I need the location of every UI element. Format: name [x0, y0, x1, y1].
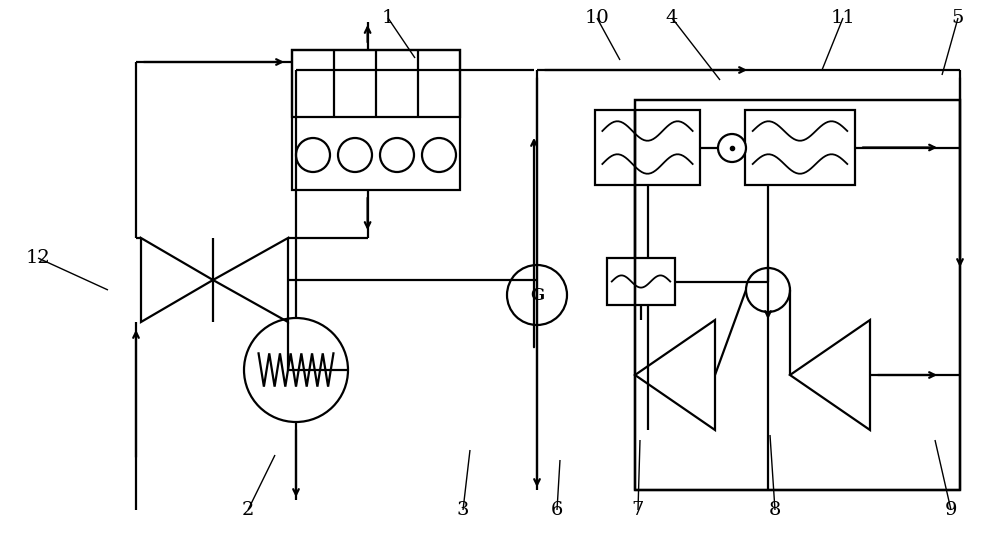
Text: 1: 1 — [382, 9, 394, 27]
Bar — [595, 110, 700, 185]
Bar — [292, 50, 460, 117]
Bar — [635, 100, 960, 490]
Text: 7: 7 — [632, 501, 644, 519]
Bar — [292, 50, 460, 190]
Text: 3: 3 — [457, 501, 469, 519]
Text: 12: 12 — [26, 249, 50, 267]
Circle shape — [746, 268, 790, 312]
Bar — [607, 258, 675, 305]
Text: 11: 11 — [831, 9, 855, 27]
Text: 5: 5 — [952, 9, 964, 27]
Circle shape — [507, 265, 567, 325]
Circle shape — [718, 134, 746, 162]
Bar — [745, 110, 855, 185]
Text: 4: 4 — [666, 9, 678, 27]
Text: G: G — [530, 287, 544, 304]
Text: 2: 2 — [242, 501, 254, 519]
Text: 6: 6 — [551, 501, 563, 519]
Text: 9: 9 — [945, 501, 957, 519]
Text: 10: 10 — [585, 9, 609, 27]
Text: 8: 8 — [769, 501, 781, 519]
